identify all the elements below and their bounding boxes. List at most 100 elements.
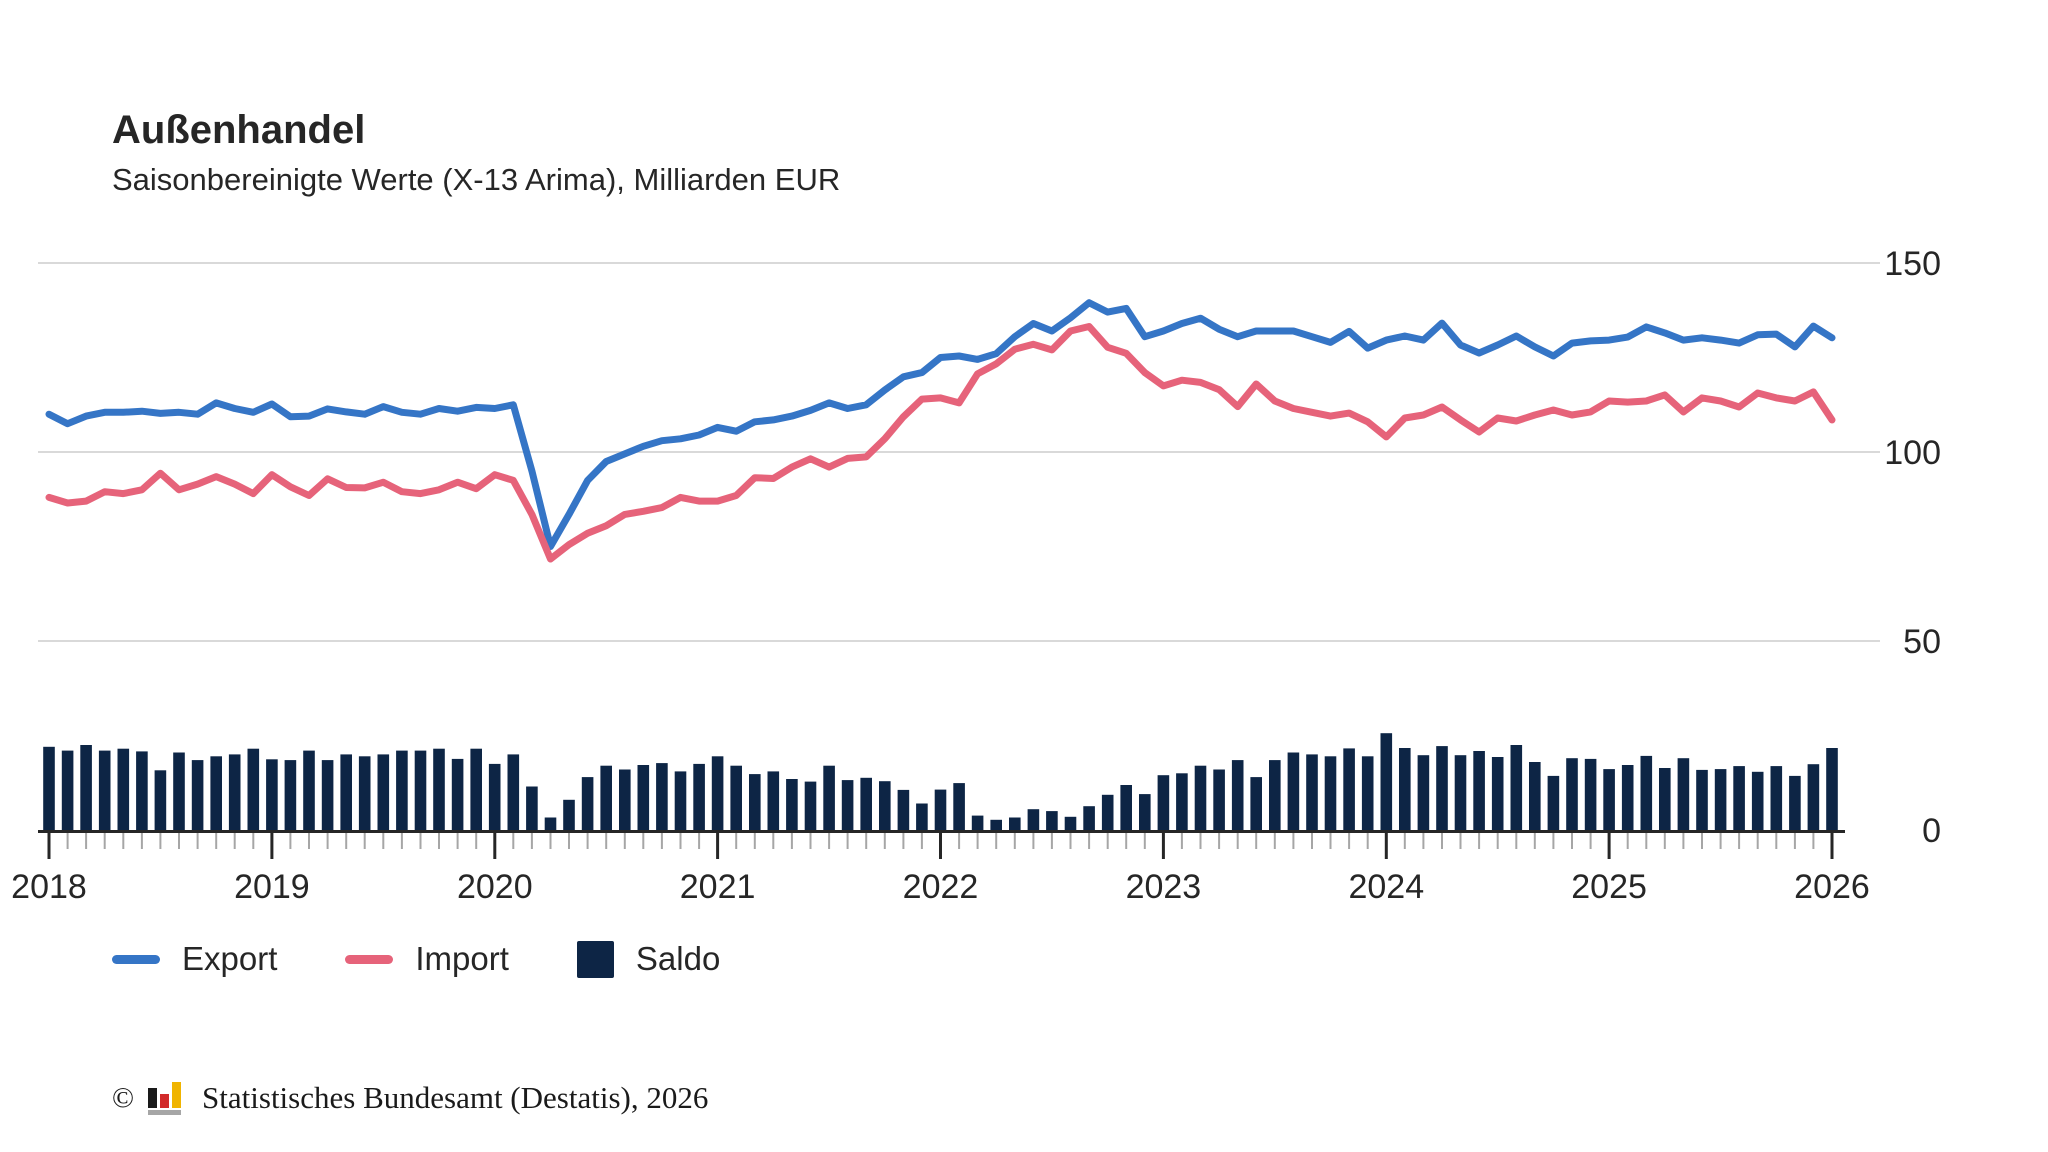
- saldo-bar: [470, 748, 482, 830]
- saldo-bar: [730, 765, 742, 830]
- y-tick-label: 0: [1922, 812, 1941, 850]
- saldo-bar: [1120, 785, 1132, 830]
- saldo-bar: [414, 750, 427, 830]
- copyright-symbol: ©: [112, 1081, 135, 1114]
- saldo-bar: [1361, 756, 1374, 830]
- saldo-bar: [1696, 769, 1708, 830]
- legend-label-import: Import: [415, 940, 509, 977]
- saldo-bar: [358, 756, 371, 830]
- saldo-bar: [1027, 809, 1040, 830]
- saldo-bar: [1770, 766, 1783, 830]
- saldo-bar: [1826, 748, 1838, 830]
- chart-legend: Export Import Saldo: [112, 940, 720, 978]
- saldo-bar: [1231, 760, 1244, 830]
- saldo-bar: [321, 760, 334, 830]
- saldo-bar: [619, 769, 631, 830]
- saldo-bar: [1306, 754, 1318, 830]
- saldo-bar: [1733, 766, 1745, 830]
- import-line-swatch-icon: [345, 954, 394, 964]
- saldo-bar: [1491, 757, 1504, 830]
- year-label: 2021: [680, 868, 756, 906]
- saldo-bar: [1083, 806, 1095, 830]
- saldo-bar: [1064, 816, 1077, 830]
- import-line: [45, 323, 1836, 563]
- saldo-bar: [711, 756, 724, 830]
- saldo-bar: [897, 789, 910, 830]
- saldo-bar: [1789, 775, 1801, 830]
- saldo-bar: [879, 781, 891, 830]
- saldo-bar: [1529, 762, 1541, 830]
- saldo-bar: [953, 783, 965, 830]
- x-axis: [38, 830, 1845, 859]
- saldo-bar: [266, 759, 278, 830]
- year-label: 2025: [1571, 868, 1647, 906]
- saldo-bar: [1101, 794, 1114, 830]
- saldo-bar: [1176, 773, 1188, 830]
- saldo-bar: [1454, 755, 1467, 830]
- year-label: 2020: [457, 868, 533, 906]
- saldo-bar: [1473, 751, 1485, 830]
- saldo-bar: [488, 763, 501, 830]
- saldo-bar: [1417, 755, 1430, 830]
- saldo-bar: [451, 758, 464, 830]
- saldo-square-swatch-icon: [576, 940, 614, 978]
- saldo-bar: [563, 799, 575, 830]
- saldo-bar: [786, 779, 798, 830]
- saldo-bar: [1751, 771, 1764, 830]
- saldo-bar: [210, 756, 222, 830]
- year-label: 2026: [1794, 868, 1870, 906]
- saldo-bar: [1157, 775, 1170, 830]
- saldo-bar: [43, 746, 55, 830]
- saldo-bars: [43, 733, 1838, 830]
- saldo-bar: [1621, 765, 1634, 830]
- saldo-bar: [1194, 765, 1207, 830]
- saldo-bar: [860, 777, 872, 830]
- saldo-bar: [80, 745, 92, 830]
- saldo-bar: [1714, 769, 1727, 830]
- legend-item-import: Import: [345, 940, 509, 978]
- saldo-bar: [1287, 752, 1300, 830]
- y-axis-labels: 0 50 100 150: [1884, 245, 1941, 850]
- saldo-bar: [98, 750, 111, 830]
- saldo-bar: [1009, 817, 1021, 830]
- saldo-bar: [1399, 748, 1411, 830]
- legend-item-export: Export: [112, 940, 277, 978]
- x-axis-labels: 2018 2019 2020 2021 2022 2023 2024 2025 2026: [11, 868, 1870, 906]
- gridlines: [38, 262, 1880, 642]
- y-tick-label: 50: [1903, 623, 1941, 661]
- saldo-bar: [1677, 758, 1690, 830]
- export-line-swatch-icon: [112, 954, 160, 964]
- export-line: [45, 299, 1836, 550]
- source-attribution: © Statistisches Bundesamt (Destatis), 20…: [112, 1078, 708, 1118]
- saldo-bar: [433, 748, 445, 830]
- saldo-bar: [396, 750, 408, 830]
- saldo-bar: [340, 754, 352, 830]
- saldo-bar: [117, 748, 130, 830]
- saldo-bar: [228, 754, 241, 830]
- saldo-bar: [656, 763, 668, 830]
- saldo-bar: [1269, 760, 1281, 830]
- saldo-bar: [1510, 745, 1523, 830]
- page-title: Außenhandel: [112, 108, 366, 152]
- saldo-bar: [61, 750, 74, 830]
- saldo-bar: [823, 765, 835, 830]
- year-label: 2019: [234, 868, 310, 906]
- saldo-bar: [1436, 746, 1448, 830]
- saldo-bar: [1139, 794, 1151, 830]
- y-tick-label: 150: [1884, 245, 1941, 283]
- saldo-bar: [804, 781, 817, 830]
- legend-item-saldo: Saldo: [576, 940, 720, 978]
- saldo-bar: [749, 774, 761, 830]
- y-tick-label: 100: [1884, 434, 1941, 472]
- saldo-bar: [637, 765, 650, 830]
- saldo-bar: [1584, 758, 1597, 830]
- saldo-bar: [1566, 758, 1578, 830]
- saldo-bar: [934, 789, 947, 830]
- saldo-bar: [173, 752, 185, 830]
- saldo-bar: [1380, 733, 1393, 830]
- saldo-bar: [1603, 769, 1615, 830]
- saldo-bar: [1250, 777, 1262, 830]
- source-text: Statistisches Bundesamt (Destatis), 2026: [202, 1080, 709, 1115]
- year-label: 2018: [11, 868, 87, 906]
- year-label: 2024: [1348, 868, 1424, 906]
